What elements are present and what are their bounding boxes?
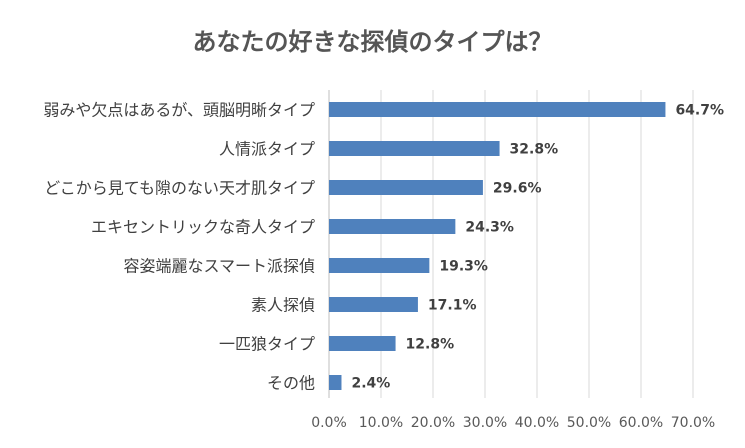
category-label: エキセントリックな奇人タイプ	[91, 218, 315, 237]
bar	[329, 102, 666, 117]
x-tick-label: 20.0%	[411, 415, 455, 431]
category-label: 容姿端麗なスマート派探偵	[123, 257, 315, 276]
category-label: 一匹狼タイプ	[219, 335, 315, 354]
x-tick-label: 50.0%	[567, 415, 611, 431]
category-label: 弱みや欠点はあるが、頭脳明晰タイプ	[43, 101, 315, 120]
data-label: 29.6%	[493, 181, 542, 197]
category-label: 人情派タイプ	[219, 140, 315, 159]
category-label: その他	[267, 374, 315, 393]
x-tick-label: 0.0%	[311, 415, 347, 431]
bar	[329, 141, 500, 156]
data-label: 64.7%	[675, 103, 724, 119]
data-label: 32.8%	[510, 142, 559, 158]
data-label: 24.3%	[465, 220, 514, 236]
x-tick-label: 30.0%	[463, 415, 507, 431]
data-label: 17.1%	[428, 298, 477, 314]
category-label: どこから見ても隙のない天才肌タイプ	[44, 179, 315, 198]
bar	[329, 180, 483, 195]
x-tick-label: 40.0%	[515, 415, 559, 431]
x-tick-label: 10.0%	[359, 415, 403, 431]
bar	[329, 375, 342, 390]
chart-title: あなたの好きな探偵のタイプは？	[192, 28, 553, 56]
data-label: 19.3%	[439, 259, 488, 275]
bar	[329, 336, 396, 351]
bar	[329, 258, 430, 273]
x-tick-label: 60.0%	[619, 415, 663, 431]
bar	[329, 219, 456, 234]
x-tick-label: 70.0%	[671, 415, 715, 431]
category-label: 素人探偵	[251, 296, 315, 315]
data-label: 12.8%	[406, 337, 455, 353]
data-label: 2.4%	[351, 376, 390, 392]
bar	[329, 297, 418, 312]
